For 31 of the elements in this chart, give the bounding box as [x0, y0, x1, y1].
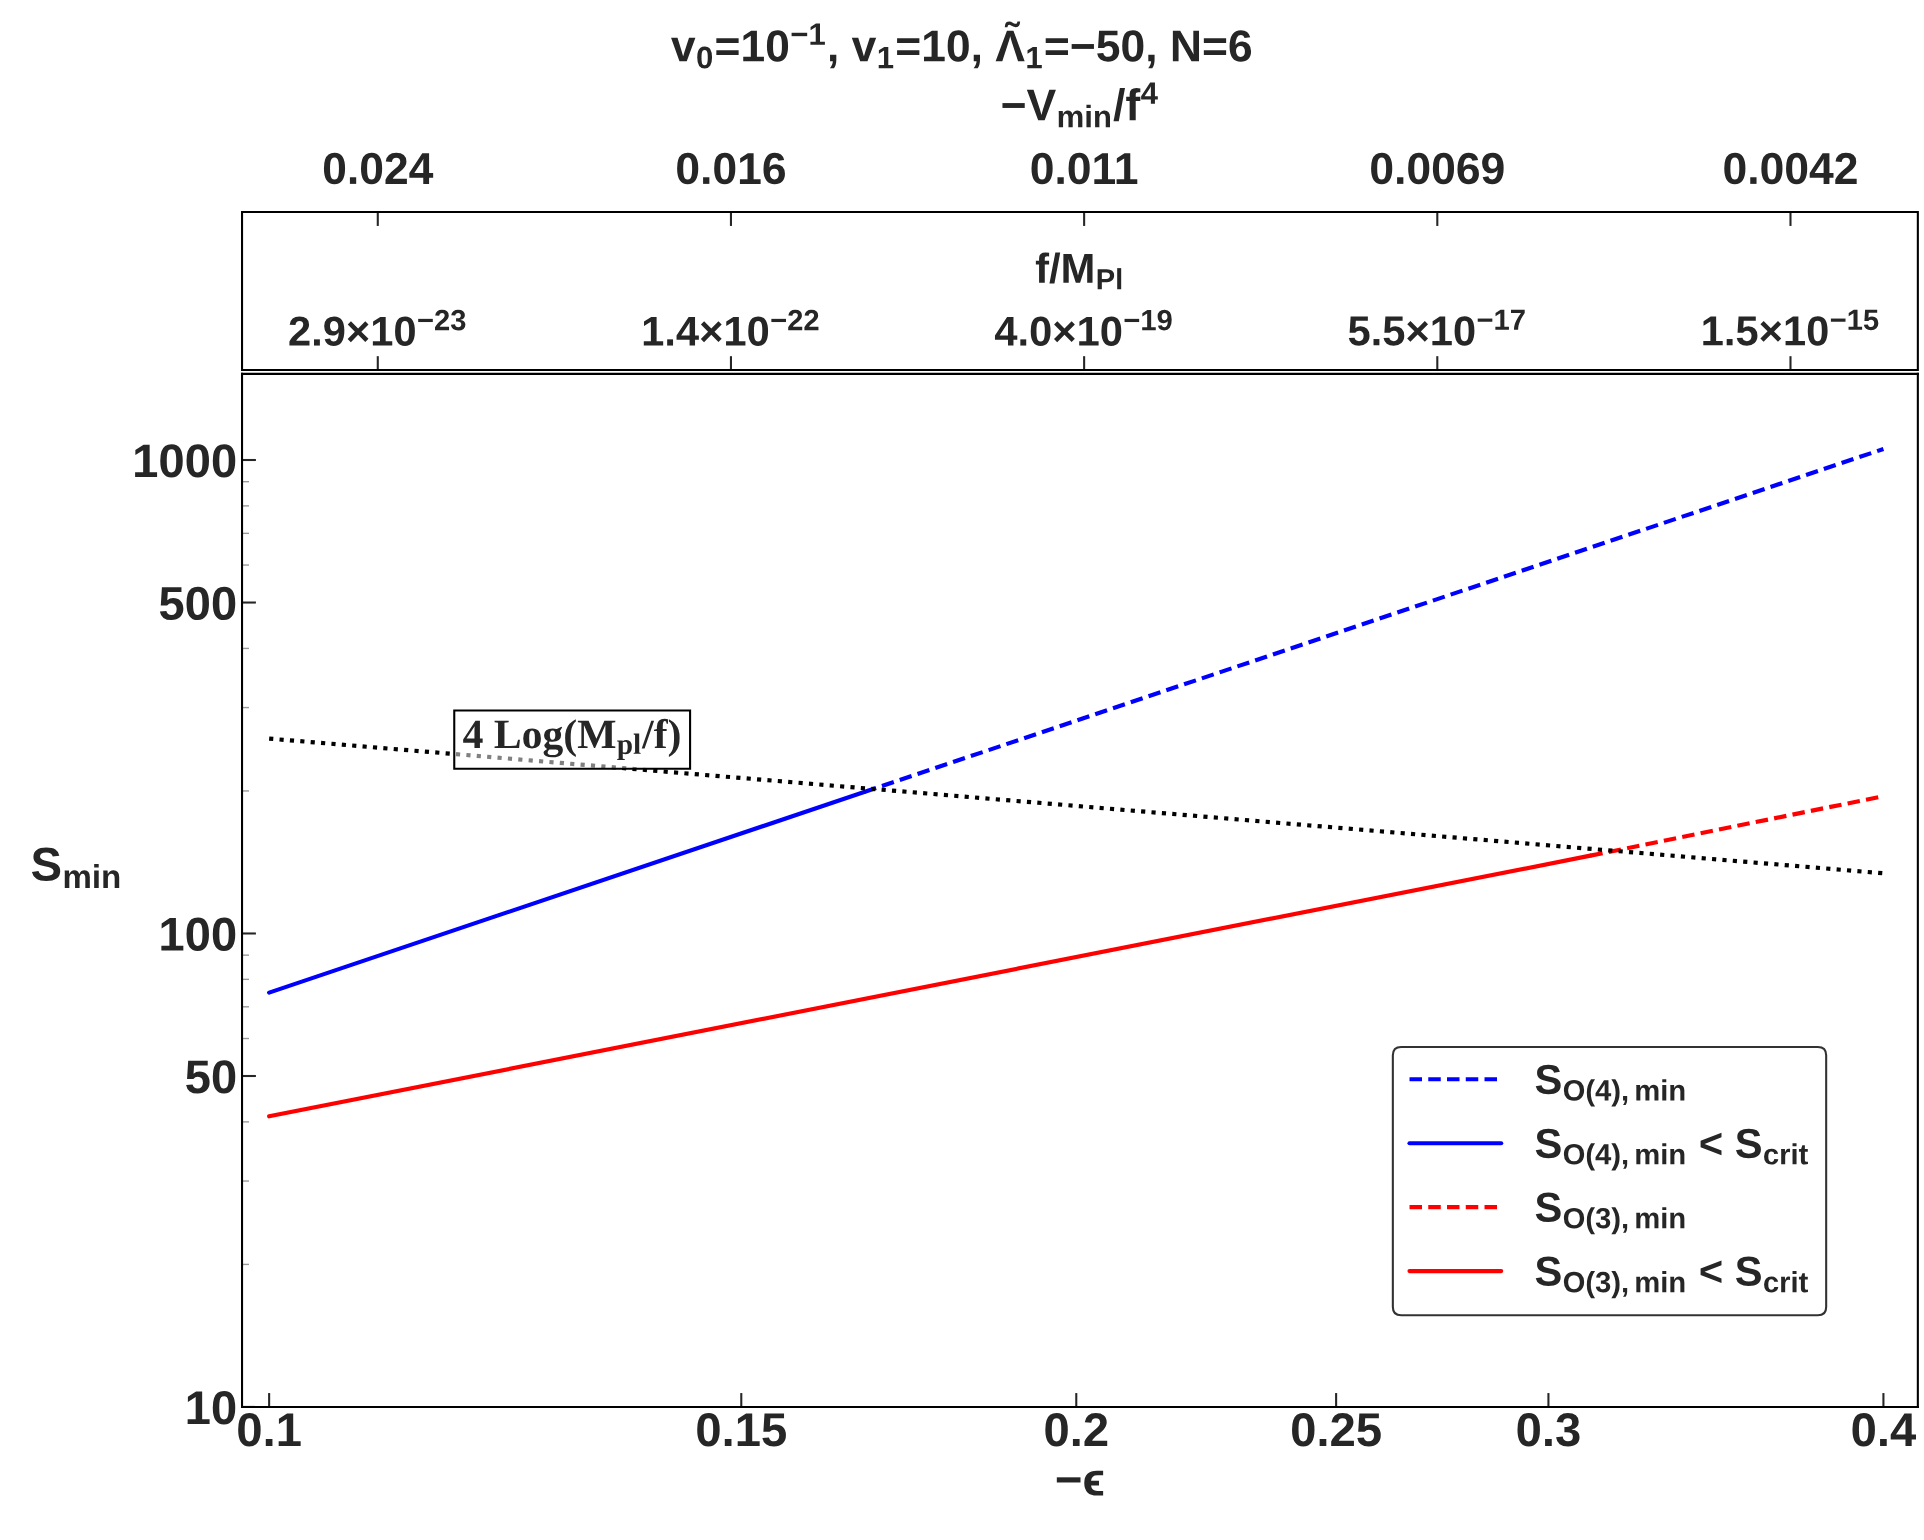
legend-label: S$_{O(4),min}$ < S$_{crit}$	[1535, 1128, 1808, 1171]
text: 5.5×10$^{−17}$	[1348, 309, 1525, 346]
y-tick-label: 10	[187, 1391, 236, 1425]
text: 0.0042	[1724, 152, 1857, 185]
text: 4.0×10$^{−19}$	[994, 309, 1172, 346]
y-axis-title: S$_{min}$	[31, 847, 120, 889]
y-tick-label: 1000	[135, 444, 236, 478]
y-tick-label: 100	[161, 917, 236, 952]
text: 0.011	[1031, 152, 1138, 185]
x-axis-title: −ϵ	[1056, 1470, 1104, 1496]
text: 1.5×10$^{−15}$	[1703, 309, 1879, 346]
legend-label: S$_{O(4),min}$	[1535, 1064, 1685, 1107]
text: 2.9×10$^{−23}$	[289, 309, 466, 346]
text: −V$_{min}$/f$^{4}$	[1002, 82, 1158, 128]
x-tick-label: 0.25	[1292, 1413, 1381, 1447]
y-tick-label: 50	[186, 1060, 236, 1094]
legend-label: S$_{O(3),min}$	[1535, 1192, 1685, 1235]
text: 0.016	[677, 152, 785, 185]
x-tick-label: 0.2	[1045, 1413, 1108, 1447]
x-tick-label: 0.4	[1852, 1413, 1916, 1447]
text: 1.4×10$^{−22}$	[643, 309, 819, 346]
text: 0.0069	[1371, 152, 1504, 185]
x-tick-label: 0.1	[238, 1413, 301, 1447]
x-tick-label: 0.3	[1517, 1413, 1580, 1447]
annotation: 4 Log(M$_{pl}$/f)	[463, 718, 680, 761]
y-tick-label: 500	[159, 586, 236, 621]
chart-title: v$_{0}$=10$^{−1}$, v$_{1}$=10, Λ̃$_{1}$=−50, N=6	[671, 21, 1252, 69]
legend-label: S$_{O(3),min}$ < S$_{crit}$	[1535, 1256, 1808, 1299]
text: 0.024	[323, 152, 434, 185]
x2-axis-title: f/M$_{Pl}$	[1035, 252, 1122, 290]
x-tick-label: 0.15	[697, 1413, 786, 1447]
